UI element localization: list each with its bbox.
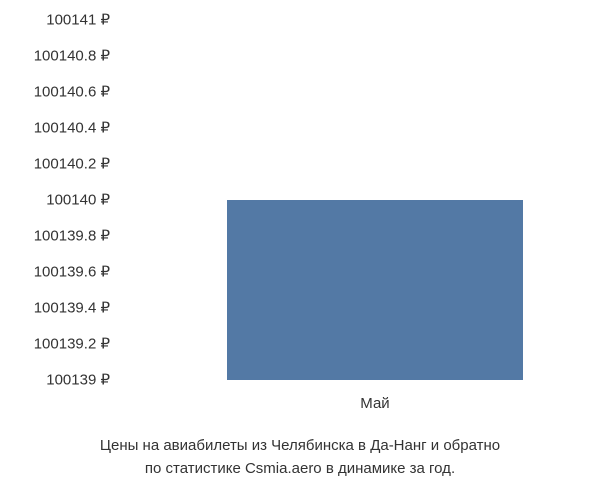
y-tick-label: 100141 ₽	[46, 13, 110, 28]
y-tick-label: 100139.2 ₽	[34, 337, 110, 352]
chart-container: 100141 ₽ 100140.8 ₽ 100140.6 ₽ 100140.4 ₽ 10…	[0, 0, 600, 500]
y-tick-label: 100139.8 ₽	[34, 229, 110, 244]
caption-line2: по статистике Csmia.aero в динамике за г…	[145, 460, 455, 477]
y-tick-label: 100139 ₽	[46, 373, 110, 388]
y-axis: 100141 ₽100140.8 ₽100140.6 ₽100140.4 ₽10…	[0, 20, 120, 380]
y-tick-label: 100140.4 ₽	[34, 121, 110, 136]
x-axis-label: Май	[360, 395, 389, 412]
y-tick-label: 100140 ₽	[46, 193, 110, 208]
y-tick-label: 100140.6 ₽	[34, 85, 110, 100]
caption-line1: Цены на авиабилеты из Челябинска в Да-На…	[100, 437, 500, 454]
y-tick-label: 100140.2 ₽	[34, 157, 110, 172]
y-tick-label: 100139.4 ₽	[34, 301, 110, 316]
y-tick-label: 100140.8 ₽	[34, 49, 110, 64]
plot-area	[190, 20, 560, 380]
bar	[227, 200, 523, 380]
y-tick-label: 100139.6 ₽	[34, 265, 110, 280]
chart-caption: Цены на авиабилеты из Челябинска в Да-На…	[0, 435, 600, 480]
